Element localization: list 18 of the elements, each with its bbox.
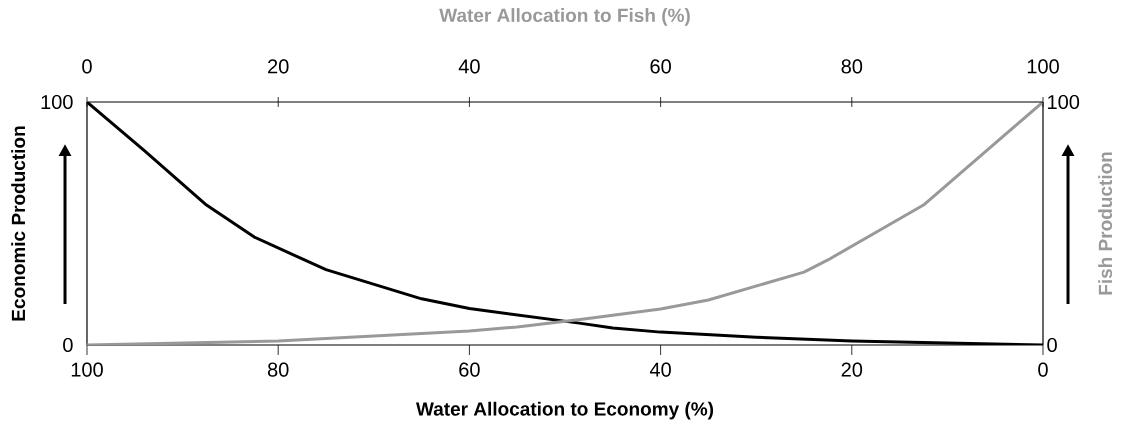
y-axis-title: Economic Production [11,126,26,321]
x2-axis-title: Water Allocation to Fish (%) [439,8,690,26]
y2-axis-title: Fish Production [1098,152,1113,295]
x-tick-label: 60 [459,362,480,377]
x2-tick-label: 0 [82,59,92,74]
x-tick-label: 0 [1038,362,1048,377]
x-tick-label: 100 [71,362,103,377]
x-axis-title: Water Allocation to Economy (%) [415,401,714,420]
y2-tick-label: 0 [1047,337,1057,353]
x-tick-label: 80 [267,362,289,377]
y2-tick-label: 100 [1048,94,1080,110]
x2-tick-label: 40 [458,59,480,74]
x2-tick-label: 60 [650,59,671,74]
x2-tick-label: 20 [268,59,289,74]
x-tick-label: 40 [649,362,671,377]
x2-tick-label: 100 [1027,59,1059,74]
x2-tick-label: 80 [841,59,863,74]
x-tick-label: 20 [841,362,863,377]
